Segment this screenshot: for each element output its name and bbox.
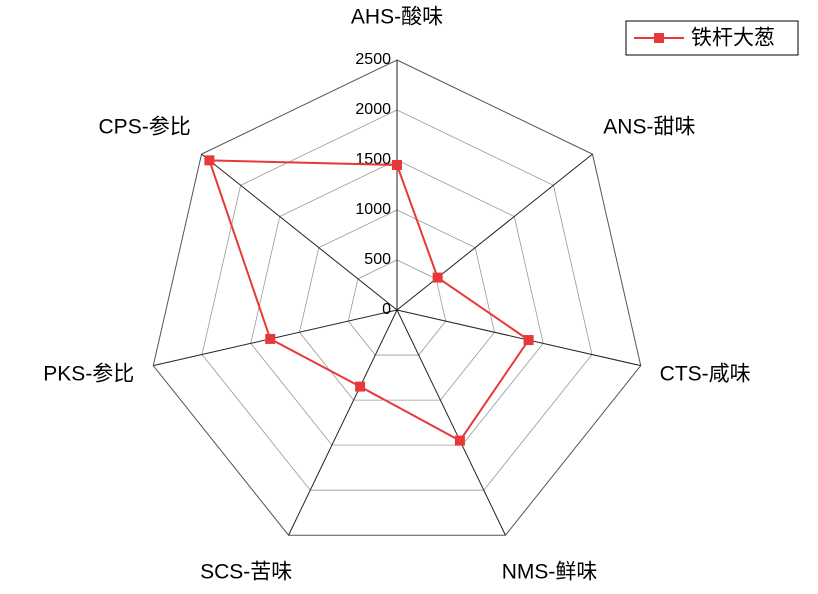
series-layer [204,155,534,446]
axis-label-5: PKS-参比 [43,363,134,386]
data-point-4 [355,381,366,392]
legend-marker [654,33,664,43]
spoke-2 [396,309,641,367]
data-point-2 [523,335,534,346]
spoke-4 [288,309,398,536]
grid-ring-1500 [250,159,544,446]
grid-ring-1000 [299,209,495,401]
legend: 铁杆大葱 [625,20,799,56]
grid-ring-2500 [152,59,642,536]
legend-label: 铁杆大葱 [691,27,775,50]
data-point-1 [432,272,443,283]
data-point-5 [265,333,276,344]
spoke-3 [396,309,506,536]
spoke-1 [396,153,593,311]
axis-label-6: CPS-参比 [99,115,191,138]
axis-label-4: SCS-苦味 [200,561,292,584]
radar-grid [152,59,642,536]
radar-spokes [153,60,641,536]
axis-label-2: CTS-咸味 [660,363,751,386]
axis-label-1: ANS-甜味 [603,115,695,138]
tick-label-2500: 2500 [355,51,391,68]
tick-label-2000: 2000 [355,101,391,118]
grid-ring-500 [347,259,447,356]
grid-ring-2000 [201,109,593,491]
tick-label-0: 0 [382,301,391,318]
data-point-6 [204,155,215,166]
spoke-6 [201,153,398,311]
axis-label-3: NMS-鲜味 [502,561,598,584]
axis-labels: AHS-酸味 ANS-甜味 CTS-咸味 NMS-鲜味 SCS-苦味 PKS-参比 CPS-… [43,6,750,584]
tick-label-500: 500 [364,251,391,268]
data-point-0 [392,160,402,170]
axis-label-0: AHS-酸味 [351,6,443,29]
data-point-3 [454,435,465,446]
tick-label-1000: 1000 [355,201,391,218]
series-line-0 [207,159,531,442]
